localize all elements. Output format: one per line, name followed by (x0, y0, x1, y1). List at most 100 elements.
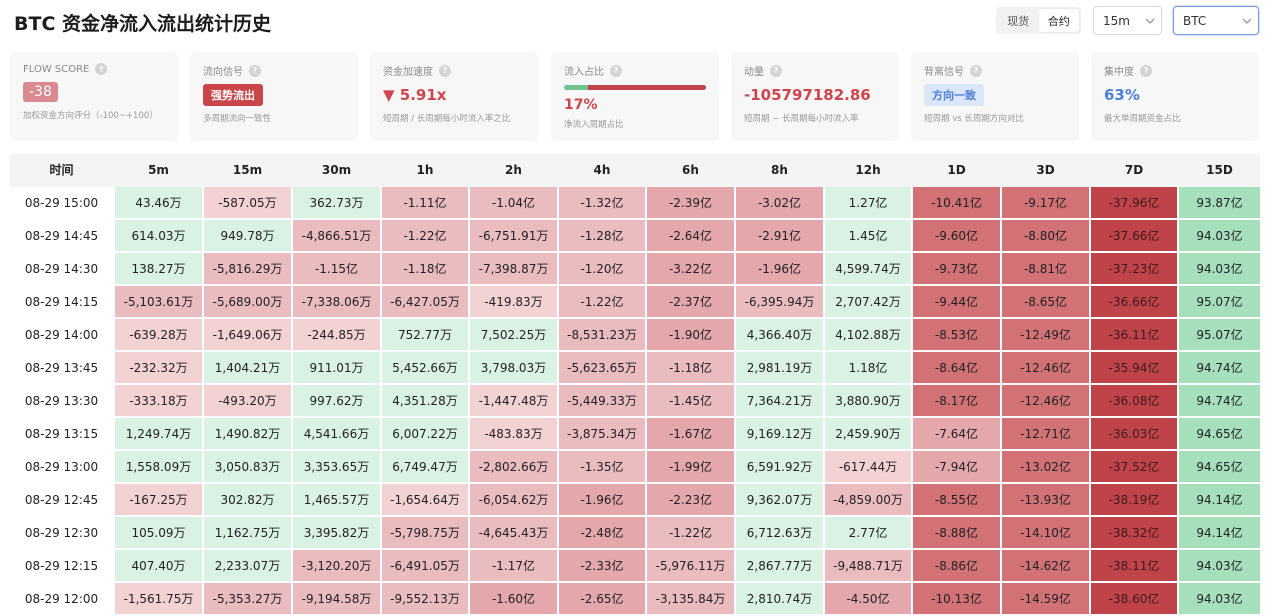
flow-value-cell: -12.46亿 (1002, 385, 1089, 416)
flow-value-cell: -2,802.66万 (470, 451, 557, 482)
column-header[interactable]: 3D (1002, 154, 1089, 185)
flow-value-cell: -37.23亿 (1091, 253, 1177, 284)
flow-value-cell: -1,654.64万 (382, 484, 468, 515)
outflow-ratio-fill (588, 85, 706, 90)
flow-value-cell: -483.83万 (470, 418, 557, 449)
flow-value-cell: 4,102.88万 (825, 319, 911, 350)
flow-value-cell: 94.03亿 (1179, 550, 1260, 581)
flow-value-cell: -12.71亿 (1002, 418, 1089, 449)
time-cell: 08-29 13:45 (24, 360, 99, 375)
metric-cards: FLOW SCORE? -38 加权资金方向评分（-100~+100） 流向信号… (10, 52, 1260, 141)
flow-value-cell: 2,981.19万 (736, 352, 823, 383)
column-header[interactable]: 15D (1179, 154, 1260, 185)
tab-spot[interactable]: 现货 (1007, 14, 1030, 28)
card-desc: 最大单周期资金占比 (1104, 114, 1181, 124)
card-concentration: 集中度? 63% 最大单周期资金占比 (1091, 52, 1259, 141)
column-header[interactable]: 时间 (10, 154, 113, 185)
time-cell: 08-29 13:30 (24, 393, 99, 408)
flow-value-cell: -6,054.62万 (470, 484, 557, 515)
flow-value-cell: 7,502.25万 (470, 319, 557, 350)
card-flow-signal: 流向信号? 强势流出 多周期流向一致性 (190, 52, 358, 141)
flow-value-cell: -3.02亿 (736, 187, 823, 218)
flow-value-cell: 1,490.82万 (204, 418, 291, 449)
flow-value-cell: 3,050.83万 (204, 451, 291, 482)
flow-value-cell: -1.20亿 (559, 253, 645, 284)
flow-value-cell: 1,162.75万 (204, 517, 291, 548)
flow-value-cell: -1.28亿 (559, 220, 645, 251)
flow-value-cell: 3,880.90万 (825, 385, 911, 416)
flow-value-cell: -333.18万 (115, 385, 202, 416)
column-header[interactable]: 15m (204, 154, 291, 185)
card-label: 流向信号 (203, 67, 243, 78)
flow-value-cell: -9,194.58万 (293, 583, 380, 614)
column-header[interactable]: 7D (1091, 154, 1177, 185)
table-row: 08-29 12:30 105.09万 1,162.75万 3,395.82万 -5,7… (10, 517, 1260, 550)
card-desc: 多周期流向一致性 (203, 114, 272, 124)
flow-value-cell: -1.32亿 (559, 187, 645, 218)
table-row: 08-29 13:30 -333.18万 -493.20万 997.62万 4,351.… (10, 385, 1260, 418)
column-header[interactable]: 5m (115, 154, 202, 185)
flow-value-cell: -14.62亿 (1002, 550, 1089, 581)
flow-value-cell: 997.62万 (293, 385, 380, 416)
flow-value-cell: 94.14亿 (1179, 517, 1260, 548)
flow-value-cell: -8.53亿 (913, 319, 1000, 350)
flow-value-cell: 4,599.74万 (825, 253, 911, 284)
flow-value-cell: 1,465.57万 (293, 484, 380, 515)
help-icon[interactable]: ? (610, 64, 622, 77)
column-header[interactable]: 8h (736, 154, 823, 185)
flow-value-cell: -1,447.48万 (470, 385, 557, 416)
time-cell: 08-29 14:30 (24, 261, 99, 276)
help-icon[interactable]: ? (970, 64, 982, 77)
column-header[interactable]: 6h (647, 154, 734, 185)
column-header[interactable]: 30m (293, 154, 380, 185)
flow-value-cell: 2,233.07万 (204, 550, 291, 581)
flow-value-cell: 6,712.63万 (736, 517, 823, 548)
card-inflow-ratio: 流入占比? 17% 净流入周期占比 (551, 52, 719, 141)
card-momentum: 动量? -105797182.86 短周期 − 长周期每小时流入率 (731, 52, 899, 141)
flow-value-cell: -6,491.05万 (382, 550, 468, 581)
flow-value-cell: -5,353.27万 (204, 583, 291, 614)
card-divergence: 背离信号? 方向一致 短周期 vs 长周期方向对比 (911, 52, 1079, 141)
divergence-badge: 方向一致 (924, 84, 984, 106)
flow-value-cell: -1.60亿 (470, 583, 557, 614)
flow-value-cell: -1.99亿 (647, 451, 734, 482)
help-icon[interactable]: ? (249, 64, 261, 77)
help-icon[interactable]: ? (770, 64, 782, 77)
flow-value-cell: -3,135.84万 (647, 583, 734, 614)
help-icon[interactable]: ? (439, 64, 451, 77)
flow-value-cell: -14.59亿 (1002, 583, 1089, 614)
market-toggle: 现货 合约 (996, 7, 1081, 34)
column-header[interactable]: 2h (470, 154, 557, 185)
flow-value-cell: -38.60亿 (1091, 583, 1177, 614)
symbol-select[interactable]: BTC (1173, 6, 1259, 35)
table-row: 08-29 13:15 1,249.74万 1,490.82万 4,541.66万 6,… (10, 418, 1260, 451)
table-row: 08-29 13:00 1,558.09万 3,050.83万 3,353.65万 6,… (10, 451, 1260, 484)
tab-futures[interactable]: 合约 (1038, 9, 1079, 32)
time-cell: 08-29 15:00 (24, 195, 99, 210)
time-cell: 08-29 13:00 (24, 459, 99, 474)
help-icon[interactable]: ? (95, 63, 108, 75)
column-header[interactable]: 1h (382, 154, 468, 185)
flow-value-cell: -8,531.23万 (559, 319, 645, 350)
help-icon[interactable]: ? (1140, 64, 1152, 77)
flow-value-cell: -1.11亿 (382, 187, 468, 218)
flow-value-cell: -244.85万 (293, 319, 380, 350)
interval-select[interactable]: 15m (1093, 6, 1162, 35)
column-header[interactable]: 12h (825, 154, 911, 185)
flow-value-cell: -1.22亿 (382, 220, 468, 251)
flow-value-cell: -38.32亿 (1091, 517, 1177, 548)
flow-value-cell: -9,488.71万 (825, 550, 911, 581)
column-header[interactable]: 4h (559, 154, 645, 185)
column-header[interactable]: 1D (913, 154, 1000, 185)
flow-value-cell: -14.10亿 (1002, 517, 1089, 548)
flow-value-cell: -2.48亿 (559, 517, 645, 548)
flow-value-cell: 2,707.42万 (825, 286, 911, 317)
time-cell: 08-29 14:45 (24, 228, 99, 243)
flow-value-cell: -3.22亿 (647, 253, 734, 284)
flow-value-cell: -7,398.87万 (470, 253, 557, 284)
flow-value-cell: -1,561.75万 (115, 583, 202, 614)
chevron-down-icon (1242, 16, 1252, 24)
flow-value-cell: -1.67亿 (647, 418, 734, 449)
concentration-value: 63% (1104, 86, 1140, 104)
flow-value-cell: 6,591.92万 (736, 451, 823, 482)
